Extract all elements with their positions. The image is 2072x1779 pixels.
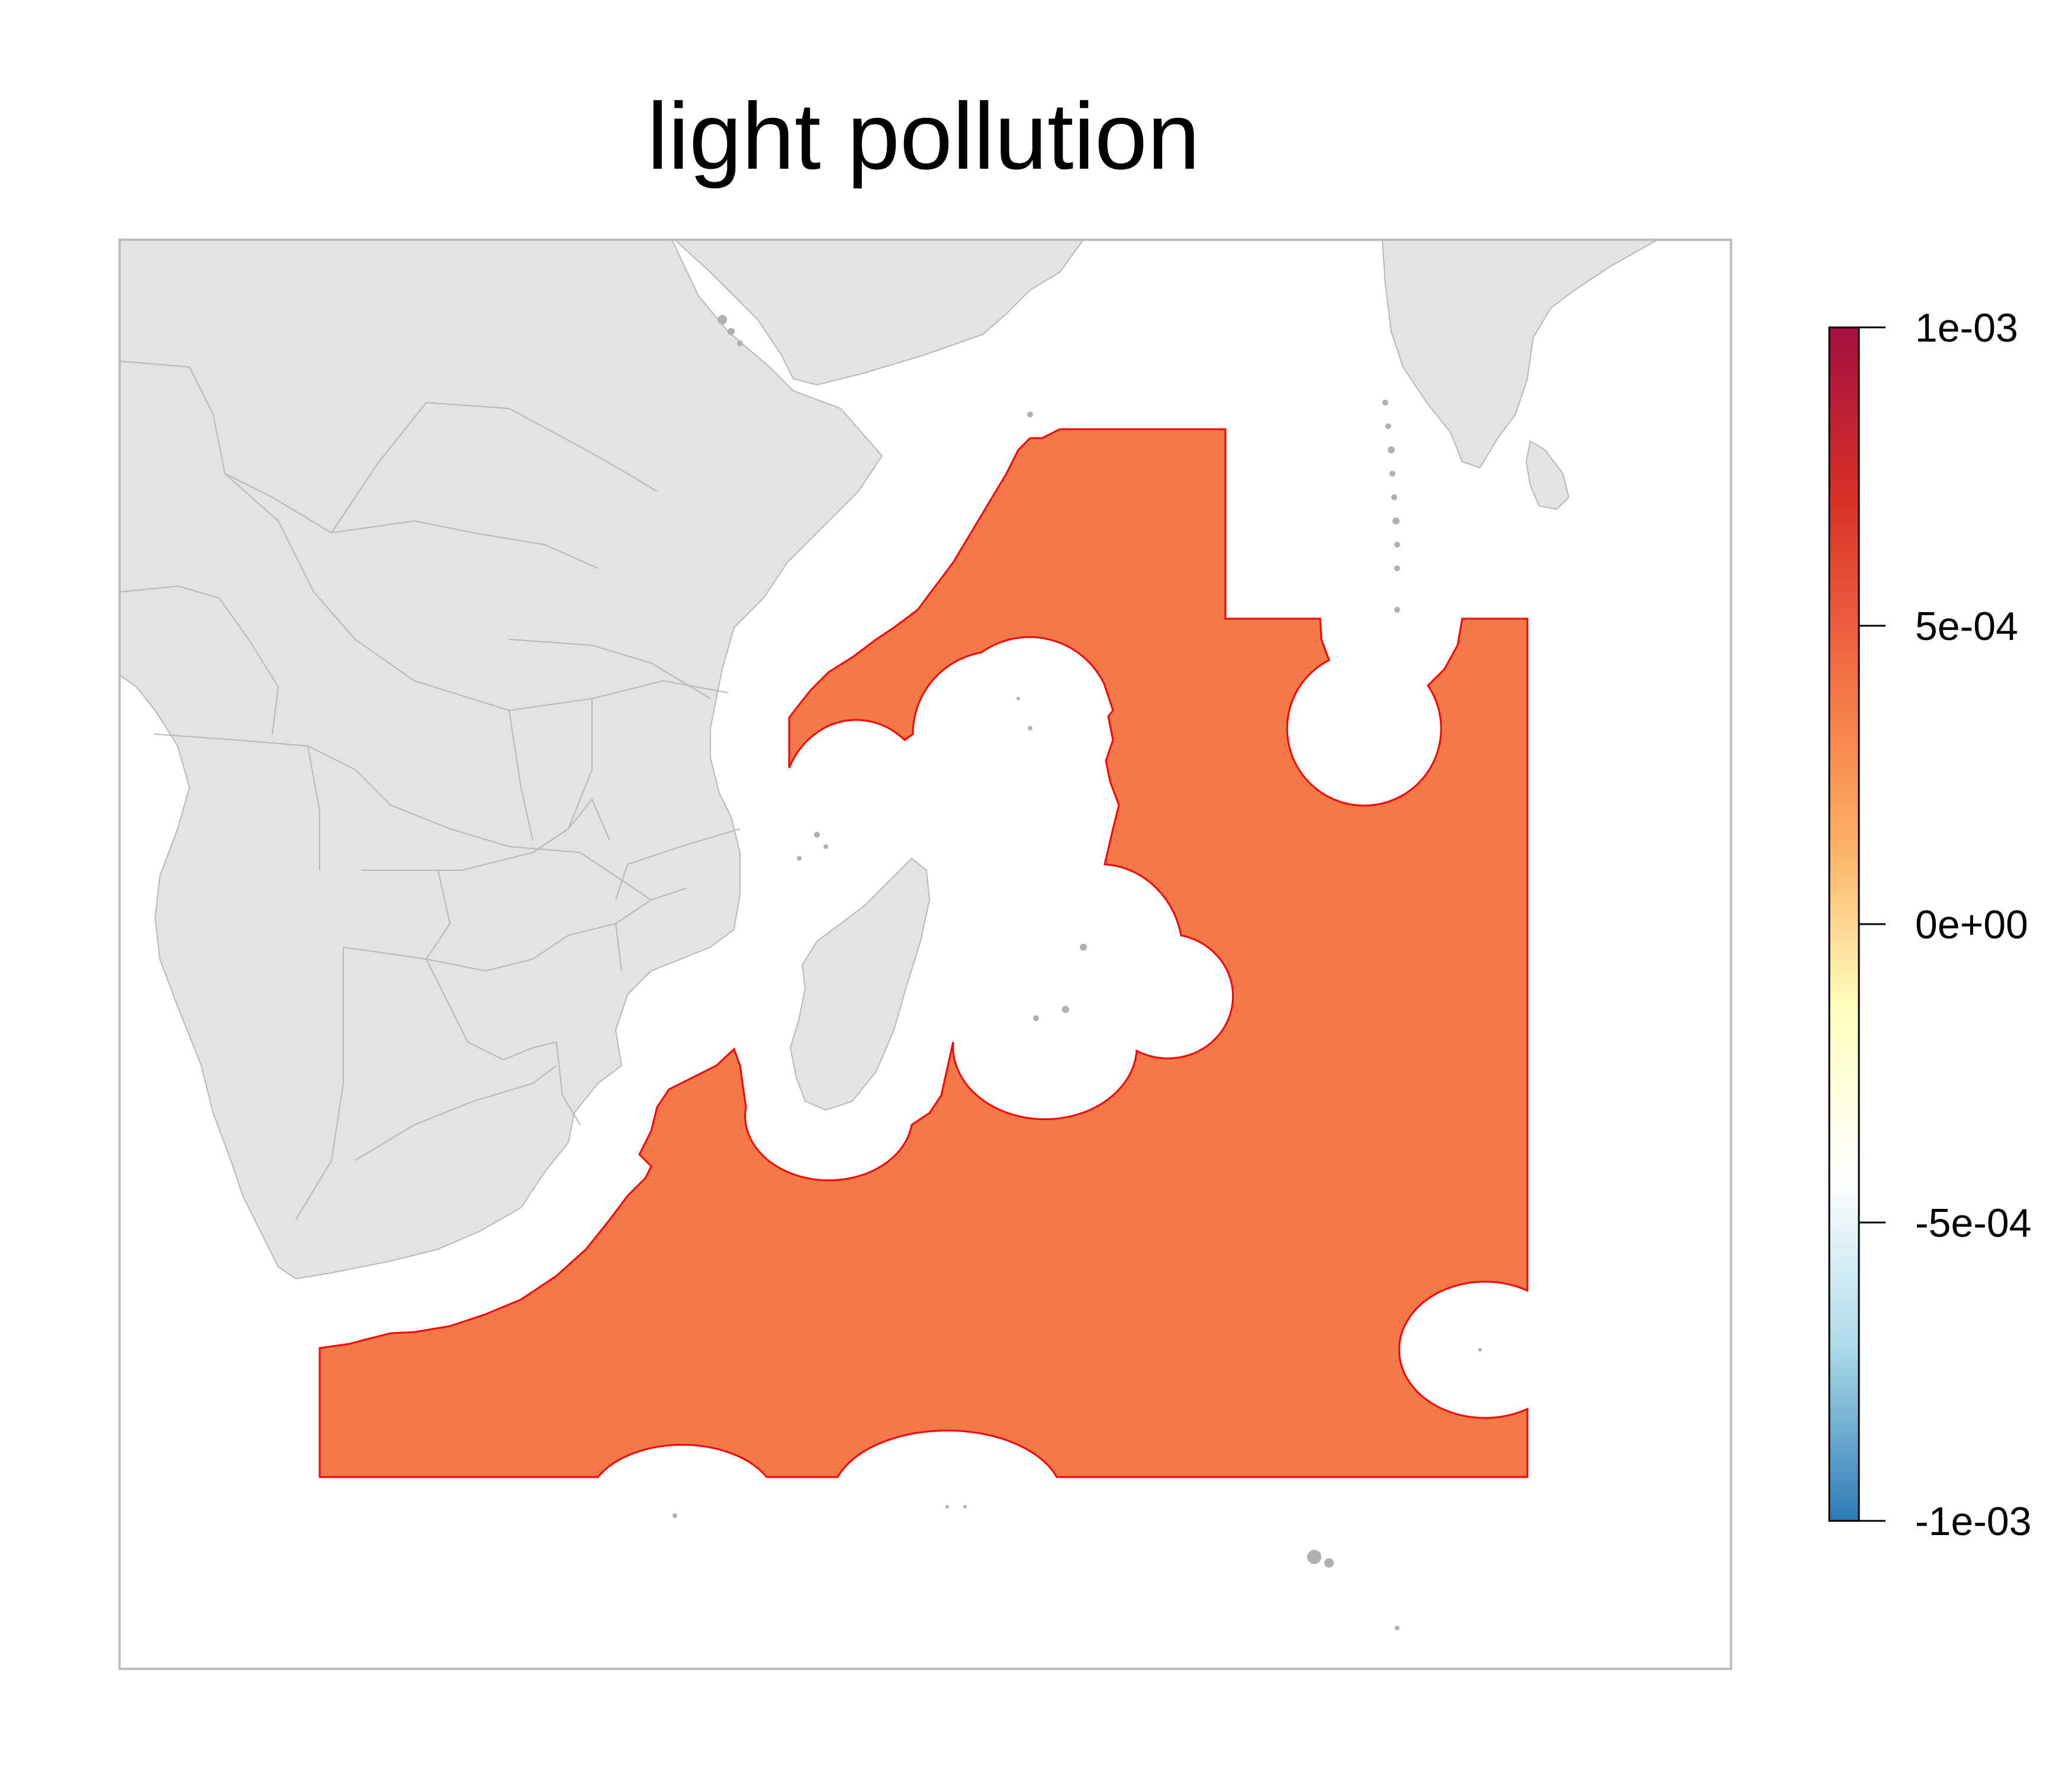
land-arabia (674, 240, 1085, 386)
land-sri-lanka (1525, 440, 1570, 510)
legend-tick-label: -5e-04 (1915, 1201, 2032, 1246)
legend-tick-label: 1e-03 (1915, 305, 2018, 350)
legend-tick-label: 5e-04 (1915, 604, 2018, 649)
small-islands (673, 315, 1482, 1630)
land-india (1381, 240, 1659, 469)
map-frame (118, 239, 1732, 1670)
land-madagascar (789, 857, 931, 1111)
map-title: light pollution (647, 83, 1200, 189)
legend-tick-label: 0e+00 (1915, 902, 2028, 947)
legend-tick-label: -1e-03 (1915, 1499, 2032, 1544)
value-region (318, 428, 1529, 1478)
color-legend: 1e-03 5e-04 0e+00 -5e-04 -1e-03 (1828, 305, 2032, 1544)
country-borders (120, 361, 741, 1220)
land-africa (120, 240, 883, 1280)
colorbar (1829, 327, 1859, 1521)
